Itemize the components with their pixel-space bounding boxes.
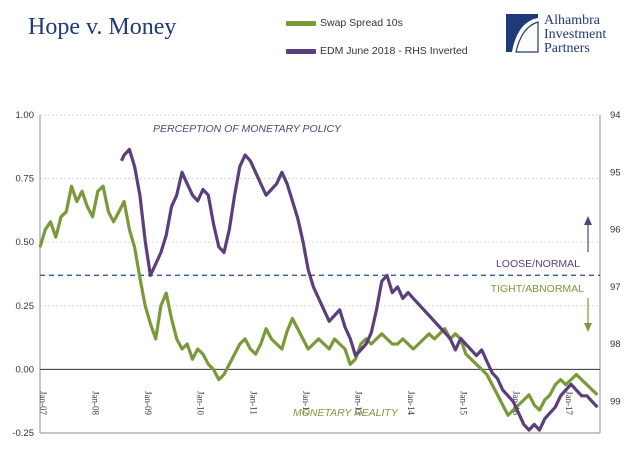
legend-swatch-edm [286,48,316,54]
x-tick-label: Jan-10 [196,391,206,415]
x-tick-label: Jan-11 [248,391,258,415]
y-right-tick-label: 96 [610,225,621,236]
y-left-tick-label: 1.00 [16,110,35,121]
legend-item-swap-spread: Swap Spread 10s [286,17,403,29]
y-left-tick-label: -0.25 [12,428,34,439]
legend-label-edm: EDM June 2018 - RHS Inverted [320,45,468,57]
alhambra-logo: Alhambra Investment Partners [504,12,634,56]
y-right-tick-label: 94 [610,110,621,121]
x-tick-label: Jan-08 [91,391,101,415]
legend-swatch-swap-spread [286,20,316,26]
y-right-tick-label: 95 [610,167,621,178]
x-tick-label: Jan-07 [38,391,48,415]
y-left-tick-label: 0.75 [16,174,35,185]
x-tick-label: Jan-09 [143,391,153,415]
logo-text-line-2: Investment [544,27,607,42]
legend-item-edm: EDM June 2018 - RHS Inverted [286,45,468,57]
annotation-perception: PERCEPTION OF MONETARY POLICY [153,123,342,135]
x-tick-label: Jan-15 [459,391,469,415]
x-tick-label: Jan-12 [301,391,311,415]
y-right-tick-label: 99 [610,396,621,407]
x-tick-label: Jan-14 [406,391,416,415]
arrow-up-icon [584,216,592,225]
y-left-tick-label: 0.25 [16,301,35,312]
series-swap-spread-line [38,184,599,417]
chart-title: Hope v. Money [28,14,177,40]
y-right-tick-label: 98 [610,339,621,350]
arrow-down-icon [584,323,592,332]
x-tick-label: Jan-13 [353,391,363,415]
logo-text-line-1: Alhambra [544,13,600,28]
x-tick-label: Jan-16 [511,391,521,415]
series-edm-line [120,147,599,432]
annotation-reality: MONETARY REALITY [293,407,399,419]
logo-text-line-3: Partners [544,41,590,56]
annotation-loose: LOOSE/NORMAL [496,258,580,270]
y-right-tick-label: 97 [610,282,621,293]
y-left-tick-label: 0.00 [16,364,35,375]
alhambra-logo-icon [506,14,539,53]
y-left-tick-label: 0.50 [16,237,35,248]
annotation-tight: TIGHT/ABNORMAL [491,283,585,295]
legend-label-swap-spread: Swap Spread 10s [320,17,403,29]
x-tick-label: Jan-17 [564,391,574,415]
